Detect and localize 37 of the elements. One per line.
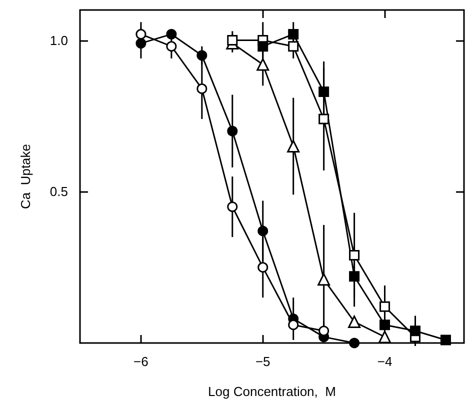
point (378, 330, 392, 344)
point (349, 338, 360, 348)
point (227, 35, 238, 46)
point (196, 83, 208, 94)
point (348, 316, 361, 328)
point (440, 334, 451, 346)
y-tick-label: 0.5 (50, 184, 68, 200)
point (380, 320, 390, 330)
point (258, 41, 268, 52)
point (410, 326, 420, 336)
point (288, 320, 299, 330)
point (166, 28, 177, 40)
point (256, 58, 270, 71)
x-tick-label: −4 (377, 354, 392, 369)
point (349, 250, 360, 260)
y-tick-label: 1.0 (50, 32, 68, 48)
point (258, 262, 268, 273)
point (136, 38, 146, 49)
point (196, 50, 208, 61)
y-axis-title: Ca Uptake (18, 144, 33, 210)
x-tick-label: −5 (255, 354, 270, 369)
point (136, 28, 146, 40)
x-axis-title: Log Concentration, M (208, 384, 336, 399)
point (318, 114, 330, 124)
point (227, 126, 238, 136)
point (288, 41, 299, 52)
point (318, 86, 330, 97)
point (166, 41, 177, 52)
point (318, 273, 330, 286)
x-tick-label: −6 (134, 354, 148, 369)
point (227, 202, 238, 212)
point (287, 140, 300, 152)
point (380, 301, 390, 312)
point (258, 226, 268, 236)
point (349, 271, 360, 282)
point (288, 28, 299, 40)
point (318, 326, 330, 336)
